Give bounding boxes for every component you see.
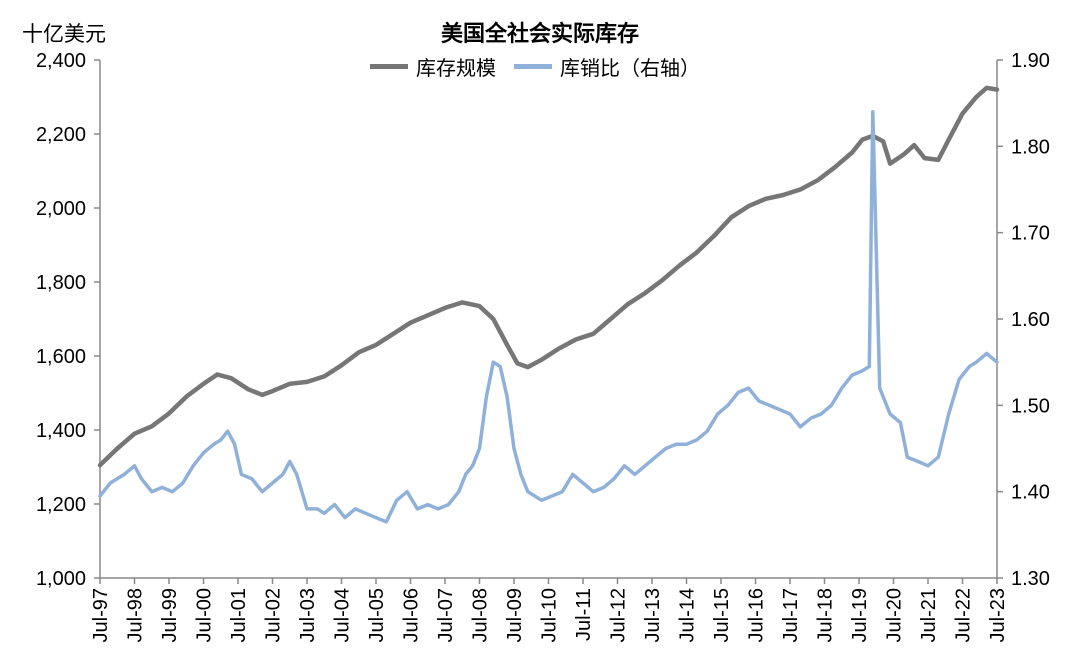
x-tick-label: Jul-20 [884,588,906,642]
x-tick-label: Jul-19 [849,588,871,642]
x-tick-label: Jul-01 [228,588,250,642]
x-tick-label: Jul-09 [504,588,526,642]
chart-title: 美国全社会实际库存 [440,22,639,47]
x-tick-label: Jul-16 [746,588,768,642]
x-tick-label: Jul-05 [366,588,388,642]
x-tick-label: Jul-14 [677,588,699,642]
x-tick-label: Jul-13 [642,588,664,642]
x-tick-label: Jul-06 [401,588,423,642]
y-tick-label: 2,400 [36,50,86,72]
legend-swatch-ratio [514,64,552,69]
x-tick-label: Jul-02 [263,588,285,642]
series-line-inventory [97,85,1000,468]
legend-item-ratio: 库销比（右轴） [514,52,700,81]
y-tick-label: 2,000 [36,198,86,220]
x-tick-label: Jul-17 [780,588,802,642]
x-tick-label: Jul-21 [918,588,940,642]
y2-tick-label: 1.80 [1011,136,1050,158]
y-tick-label: 1,200 [36,494,86,516]
x-tick-label: Jul-22 [953,588,975,642]
x-tick-label: Jul-99 [159,588,181,642]
y2-tick-label: 1.70 [1011,223,1050,245]
y2-tick-label: 1.50 [1011,395,1050,417]
y2-tick-label: 1.90 [1011,50,1050,72]
y2-tick-label: 1.60 [1011,309,1050,331]
legend-label-ratio: 库销比（右轴） [560,56,700,80]
y-tick-label: 2,200 [36,124,86,146]
x-tick-label: Jul-03 [297,588,319,642]
legend-item-inventory: 库存规模 [370,52,496,81]
x-tick-label: Jul-18 [815,588,837,642]
y2-tick-label: 1.40 [1011,482,1050,504]
legend-label-inventory: 库存规模 [416,56,496,80]
x-tick-label: Jul-04 [332,588,354,642]
x-tick-label: Jul-11 [573,588,595,641]
series-line-ratio [98,110,999,524]
x-tick-label: Jul-23 [987,588,1009,642]
y2-tick-label: 1.30 [1011,568,1050,590]
legend-swatch-inventory [370,64,408,69]
x-tick-label: Jul-15 [711,588,733,642]
y-tick-label: 1,600 [36,346,86,368]
x-tick-label: Jul-08 [470,588,492,642]
y-tick-label: 1,000 [36,568,86,590]
x-tick-label: Jul-07 [435,588,457,642]
y-axis-label: 十亿美元 [22,22,106,46]
x-tick-label: Jul-98 [125,588,147,642]
y-tick-label: 1,800 [36,272,86,294]
x-tick-label: Jul-97 [90,588,112,642]
x-tick-label: Jul-00 [194,588,216,642]
x-tick-label: Jul-12 [608,588,630,642]
x-tick-label: Jul-10 [539,588,561,642]
y-tick-label: 1,400 [36,420,86,442]
legend: 库存规模 库销比（右轴） [370,52,700,81]
